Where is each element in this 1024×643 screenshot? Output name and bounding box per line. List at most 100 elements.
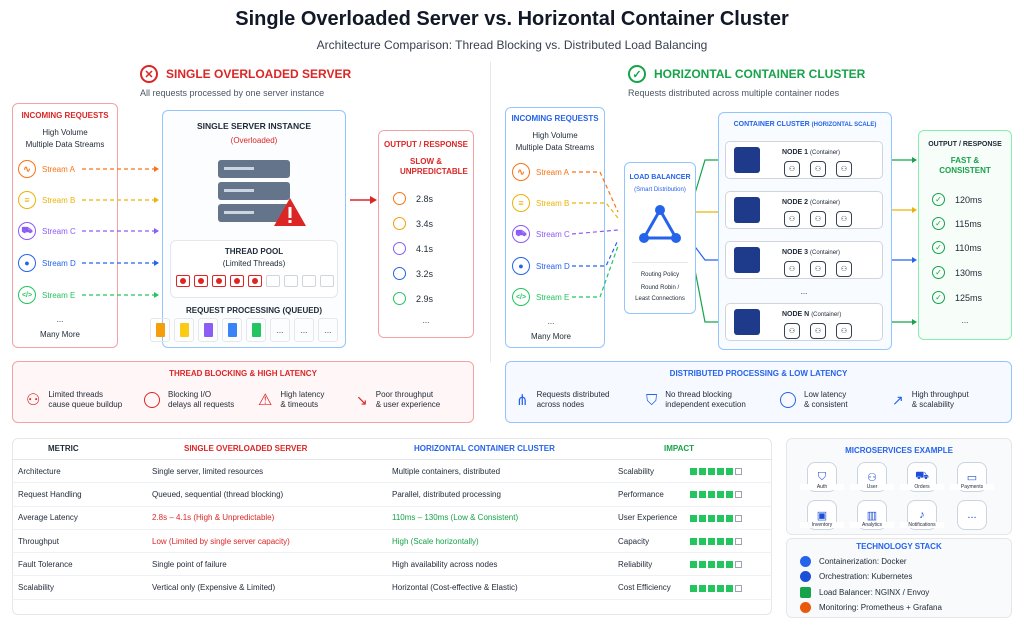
- right-stream-more: Many More: [530, 332, 571, 341]
- code-icon: </>: [18, 286, 36, 304]
- database-icon: ≡: [512, 194, 530, 212]
- microservice-label: User: [850, 484, 894, 490]
- right-stream-b: ≡ Stream B: [512, 194, 569, 212]
- metric-cell: Average Latency: [12, 506, 132, 530]
- users-icon: ⚇: [26, 392, 41, 409]
- impact-meter: [690, 514, 742, 522]
- table-row: Average Latency 2.8s – 4.1s (High & Unpre…: [12, 506, 772, 530]
- clock-icon: [393, 242, 406, 255]
- docker-icon: [800, 556, 811, 567]
- microservice-label: Inventory: [800, 522, 844, 528]
- cluster-cell: Multiple containers, distributed: [378, 459, 608, 484]
- database-icon: ≡: [18, 191, 36, 209]
- queue-more: ...: [318, 318, 338, 342]
- impact-label: Performance: [618, 489, 664, 499]
- right-output-title: OUTPUT / RESPONSE: [928, 141, 1002, 148]
- benefit-3: Low latency & consistent: [780, 390, 848, 410]
- impact-cell: Cost Efficiency: [608, 575, 772, 600]
- service-icon: ⚇: [810, 211, 826, 227]
- right-output-item: ✓ 130ms: [932, 266, 982, 279]
- impact-cell: Performance: [608, 482, 772, 507]
- stream-label: Stream E: [42, 290, 76, 300]
- left-incoming-sub2: Multiple Data Streams: [25, 140, 105, 149]
- impact-meter: [690, 468, 742, 476]
- microservice-label: Payments: [950, 484, 994, 490]
- col-cluster: HORIZONTAL CONTAINER CLUSTER: [378, 438, 608, 460]
- single-cell: Single server, limited resources: [132, 459, 378, 484]
- right-heading: ✓ HORIZONTAL CONTAINER CLUSTER: [628, 65, 865, 83]
- thread-pool-panel: [170, 240, 338, 298]
- col-impact: IMPACT: [608, 438, 772, 460]
- container-cube-icon: [734, 309, 760, 335]
- tech-item-kubernetes: Orchestration: Kubernetes: [800, 571, 912, 582]
- stream-label: Stream B: [536, 198, 570, 208]
- clock-icon: [144, 392, 160, 408]
- left-output-item: 3.4s: [393, 217, 433, 230]
- left-stream-c: ⛟ Stream C: [18, 222, 76, 240]
- left-output-item: 3.2s: [393, 267, 433, 280]
- lb-sub: (Smart Distribution): [634, 187, 686, 193]
- table-header-row: METRIC SINGLE OVERLOADED SERVER HORIZONT…: [12, 438, 772, 460]
- metric-cell: Request Handling: [12, 482, 132, 507]
- right-output-panel: [918, 130, 1012, 340]
- container-cube-icon: [734, 147, 760, 173]
- right-subheading: Requests distributed across multiple con…: [628, 88, 840, 98]
- stream-label: Stream D: [42, 258, 76, 268]
- right-benefits-panel: [505, 361, 1012, 423]
- clock-icon: [780, 392, 796, 408]
- user-icon: ●: [18, 254, 36, 272]
- left-output-item: 2.9s: [393, 292, 433, 305]
- left-incoming-title: INCOMING REQUESTS: [21, 111, 109, 120]
- prometheus-icon: [800, 602, 811, 613]
- microservice-label: Auth: [800, 484, 844, 490]
- issue-1: ⚇ Limited threads cause queue buildup: [26, 390, 123, 409]
- clock-icon: [393, 192, 406, 205]
- kubernetes-icon: [800, 571, 811, 582]
- left-stream-more-dots: ...: [56, 315, 64, 324]
- clock-icon: [393, 267, 406, 280]
- nginx-icon: [800, 587, 811, 598]
- server-rack-icon: [218, 160, 290, 224]
- impact-cell: User Experience: [608, 506, 772, 530]
- left-output-more: ...: [422, 316, 430, 325]
- service-icon: ⚇: [836, 211, 852, 227]
- warning-icon: [274, 198, 306, 226]
- container-cube-icon: [734, 247, 760, 273]
- right-stream-d: ● Stream D: [512, 257, 570, 275]
- queue-more: ...: [270, 318, 290, 342]
- left-stream-d: ● Stream D: [18, 254, 76, 272]
- impact-meter: [690, 491, 742, 499]
- single-cell: 2.8s – 4.1s (High & Unpredictable): [132, 506, 378, 530]
- single-cell: Vertical only (Expensive & Limited): [132, 575, 378, 600]
- issue-3: ⚠ High latency & timeouts: [258, 390, 325, 409]
- impact-meter: [690, 561, 742, 569]
- queued-request-icon: [246, 318, 266, 342]
- service-icon: ⚇: [836, 323, 852, 339]
- check-icon: ✓: [932, 291, 945, 304]
- page-subtitle: Architecture Comparison: Thread Blocking…: [316, 38, 708, 52]
- queue-title: REQUEST PROCESSING (QUEUED): [185, 306, 322, 315]
- left-stream-b: ≡ Stream B: [18, 191, 75, 209]
- cart-icon: ⛟: [18, 222, 36, 240]
- benefit-1: ⋔ Requests distributed across nodes: [516, 390, 610, 409]
- stream-label: Stream A: [42, 164, 75, 174]
- impact-cell: Reliability: [608, 552, 772, 577]
- impact-cell: Capacity: [608, 529, 772, 554]
- comparison-table: METRIC SINGLE OVERLOADED SERVER HORIZONT…: [12, 438, 772, 600]
- node-3: NODE 3 (Container) ⚇ ⚇ ⚇: [725, 241, 883, 279]
- shield-check-icon: ⛉: [646, 391, 658, 409]
- server-instance-panel: [162, 110, 346, 348]
- cart-icon: ⛟: [512, 225, 530, 243]
- server-title: SINGLE SERVER INSTANCE: [197, 121, 311, 131]
- impact-label: User Experience: [618, 513, 678, 523]
- thread-pool-title: THREAD POOL: [224, 247, 284, 256]
- tech-item-nginx: Load Balancer: NGINX / Envoy: [800, 587, 929, 598]
- impact-cell: Scalability: [608, 459, 772, 484]
- impact-meter: [690, 537, 742, 545]
- col-metric: METRIC: [12, 438, 132, 460]
- metric-cell: Fault Tolerance: [12, 552, 132, 577]
- benefit-2: ⛉ No thread blocking independent executio…: [646, 390, 746, 409]
- benefit-4: ↗ High throughput & scalability: [892, 390, 969, 409]
- left-issues-panel: [12, 361, 474, 423]
